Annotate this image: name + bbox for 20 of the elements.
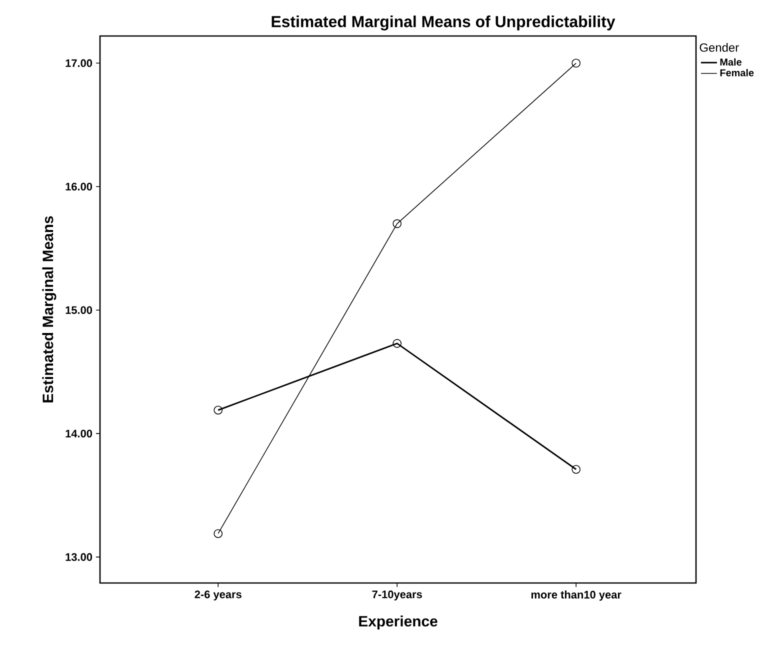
chart-title: Estimated Marginal Means of Unpredictability: [272, 16, 616, 30]
point: [392, 339, 402, 348]
y-tick-label: 15.00: [66, 306, 92, 314]
x-axis-title: Experience: [359, 616, 438, 630]
point: [214, 529, 223, 538]
point: [214, 406, 223, 415]
y-tick-label: 13.00: [66, 553, 92, 561]
legend-label: Female: [720, 69, 754, 76]
y-tick-label: 17.00: [66, 59, 92, 68]
point: [572, 58, 580, 68]
x-tick-label: 7-10years: [372, 590, 422, 600]
y-tick-label: 14.00: [66, 430, 92, 438]
point: [392, 219, 402, 228]
y-tick-label: 16.00: [66, 182, 92, 191]
x-tick-label: 2-6 years: [194, 590, 242, 600]
legend-label: Male: [720, 58, 742, 66]
point: [572, 464, 580, 474]
y-axis-title: Estimated Marginal Means: [42, 216, 56, 402]
legend-title: Gender: [700, 43, 739, 52]
x-tick-label: more than10 year: [531, 590, 622, 601]
